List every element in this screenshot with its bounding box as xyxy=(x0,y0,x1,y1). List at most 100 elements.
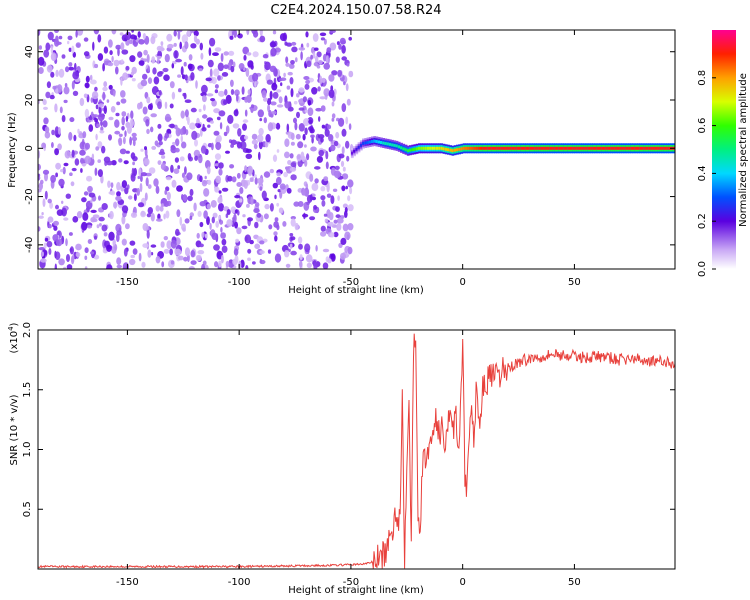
noise-speckle xyxy=(297,141,304,149)
snr-scale-factor: (x104) xyxy=(7,322,20,353)
noise-speckle xyxy=(180,135,183,143)
noise-speckle xyxy=(242,214,246,218)
noise-speckle xyxy=(63,86,70,95)
noise-speckle xyxy=(201,231,205,238)
noise-speckle xyxy=(206,166,211,175)
signal-core xyxy=(353,149,356,153)
noise-speckle xyxy=(221,72,229,77)
noise-speckle xyxy=(157,160,162,166)
noise-speckle xyxy=(99,130,105,134)
noise-speckle xyxy=(275,122,281,130)
noise-speckle xyxy=(305,79,310,85)
snr-frame xyxy=(37,329,676,570)
noise-speckle xyxy=(348,123,352,130)
signal-core xyxy=(594,146,598,150)
noise-speckle xyxy=(59,106,63,114)
noise-speckle xyxy=(338,43,342,50)
noise-speckle xyxy=(110,106,116,113)
noise-speckle xyxy=(173,30,177,37)
noise-speckle xyxy=(189,122,196,130)
noise-speckle xyxy=(138,252,142,262)
noise-speckle xyxy=(202,95,207,103)
noise-speckle xyxy=(132,161,136,166)
noise-speckle xyxy=(232,258,238,265)
noise-speckle xyxy=(190,250,196,258)
noise-speckle xyxy=(218,168,223,176)
noise-speckle xyxy=(258,140,263,150)
noise-speckle xyxy=(322,53,327,62)
noise-speckle xyxy=(254,243,261,250)
noise-speckle xyxy=(55,172,58,178)
noise-speckle xyxy=(133,193,137,201)
noise-speckle xyxy=(232,61,236,68)
noise-speckle xyxy=(82,212,89,221)
noise-speckle xyxy=(218,110,226,117)
noise-speckle xyxy=(348,36,353,41)
noise-speckle xyxy=(234,195,241,199)
snr-x-ticks: -150 -100 -50 0 50 xyxy=(116,330,581,588)
noise-speckle xyxy=(320,195,326,201)
noise-speckle xyxy=(133,167,137,177)
noise-speckle xyxy=(67,35,73,41)
noise-speckle xyxy=(207,124,211,128)
noise-speckle xyxy=(283,171,288,178)
noise-speckle xyxy=(180,128,184,136)
noise-speckle xyxy=(189,215,193,220)
scale-prefix: (x10 xyxy=(9,331,20,354)
noise-speckle xyxy=(45,91,51,99)
noise-speckle xyxy=(40,179,44,185)
signal-core xyxy=(447,148,450,152)
signal-core xyxy=(596,146,600,150)
noise-speckle xyxy=(345,116,349,125)
signal-core xyxy=(357,145,361,149)
noise-speckle xyxy=(210,98,216,102)
noise-speckle xyxy=(329,144,336,152)
noise-speckle xyxy=(97,34,102,43)
noise-speckle xyxy=(38,67,44,74)
noise-speckle xyxy=(346,155,350,162)
noise-speckle xyxy=(112,90,116,97)
signal-core xyxy=(442,147,446,151)
noise-speckle xyxy=(220,53,224,62)
noise-speckle xyxy=(167,43,174,49)
signal-core xyxy=(576,146,580,150)
signal-core xyxy=(540,146,544,150)
signal-core xyxy=(639,146,642,150)
noise-speckle xyxy=(121,49,129,55)
noise-speckle xyxy=(328,74,335,82)
noise-speckle xyxy=(182,194,188,202)
noise-speckle xyxy=(218,190,222,194)
noise-speckle xyxy=(111,30,117,35)
y-tick-label: 1.5 xyxy=(22,382,33,398)
noise-speckle xyxy=(164,113,171,123)
noise-speckle xyxy=(176,185,183,192)
noise-speckle xyxy=(216,134,222,143)
noise-speckle xyxy=(285,62,290,67)
noise-speckle xyxy=(116,264,123,269)
spectrogram-y-ticks: -40 -20 0 20 40 xyxy=(24,45,675,253)
noise-speckle xyxy=(131,66,137,74)
noise-speckle xyxy=(269,203,274,212)
signal-core xyxy=(460,147,464,151)
noise-speckle xyxy=(330,253,336,262)
noise-speckle xyxy=(157,133,163,142)
noise-speckle xyxy=(347,195,351,202)
signal-core xyxy=(585,146,589,150)
noise-speckle xyxy=(298,47,306,51)
noise-speckle xyxy=(57,143,62,151)
noise-speckle xyxy=(48,248,52,255)
signal-core xyxy=(628,146,631,150)
noise-speckle xyxy=(289,167,297,172)
colorbar-tick-label: 0.4 xyxy=(697,165,708,181)
noise-speckle xyxy=(201,84,208,94)
x-tick-label: -100 xyxy=(228,577,251,588)
noise-speckle xyxy=(206,216,210,226)
noise-speckle xyxy=(303,189,306,196)
noise-speckle xyxy=(164,101,168,110)
noise-speckle xyxy=(190,72,195,81)
noise-speckle xyxy=(63,99,68,104)
noise-speckle xyxy=(304,109,308,113)
noise-speckle xyxy=(106,244,112,252)
noise-speckle xyxy=(346,62,350,67)
noise-speckle xyxy=(184,166,187,175)
